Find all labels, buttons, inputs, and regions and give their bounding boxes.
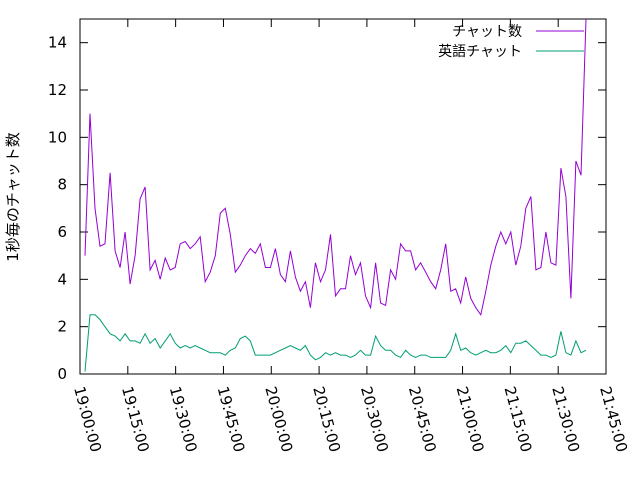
y-axis-label: 1秒毎のチャット数 xyxy=(4,132,22,261)
y-tick-label: 14 xyxy=(48,34,67,52)
y-tick-label: 4 xyxy=(57,270,67,288)
series-lines xyxy=(84,18,587,372)
x-tick-label: 21:30:00 xyxy=(548,384,583,454)
y-tick-label: 8 xyxy=(57,176,67,194)
x-tick-label: 19:45:00 xyxy=(214,384,249,454)
series-line-english-chat xyxy=(84,314,587,372)
y-tick-label: 10 xyxy=(48,128,67,146)
x-tick-label: 19:15:00 xyxy=(118,384,153,454)
y-tick-label: 0 xyxy=(57,365,67,383)
y-tick-label: 6 xyxy=(57,223,67,241)
y-axis-ticks: 0 2 4 6 8 10 12 14 xyxy=(48,34,606,383)
y-tick-label: 2 xyxy=(57,318,67,336)
x-tick-label: 20:45:00 xyxy=(405,384,440,454)
y-tick-label: 12 xyxy=(48,81,67,99)
x-tick-label: 19:00:00 xyxy=(70,384,105,454)
x-tick-label: 21:15:00 xyxy=(500,384,535,454)
series-line-chat-count xyxy=(84,18,587,317)
legend-label-chat-count: チャット数 xyxy=(452,24,522,40)
legend: チャット数 英語チャット xyxy=(438,24,584,60)
x-tick-label: 20:15:00 xyxy=(309,384,344,454)
x-tick-label: 20:00:00 xyxy=(261,384,296,454)
legend-label-english-chat: 英語チャット xyxy=(438,43,522,60)
x-tick-label: 21:00:00 xyxy=(453,384,488,454)
x-tick-label: 20:30:00 xyxy=(357,384,392,454)
x-tick-label: 19:30:00 xyxy=(166,384,201,454)
x-tick-label: 21:45:00 xyxy=(596,384,631,454)
plot-frame xyxy=(79,18,607,375)
